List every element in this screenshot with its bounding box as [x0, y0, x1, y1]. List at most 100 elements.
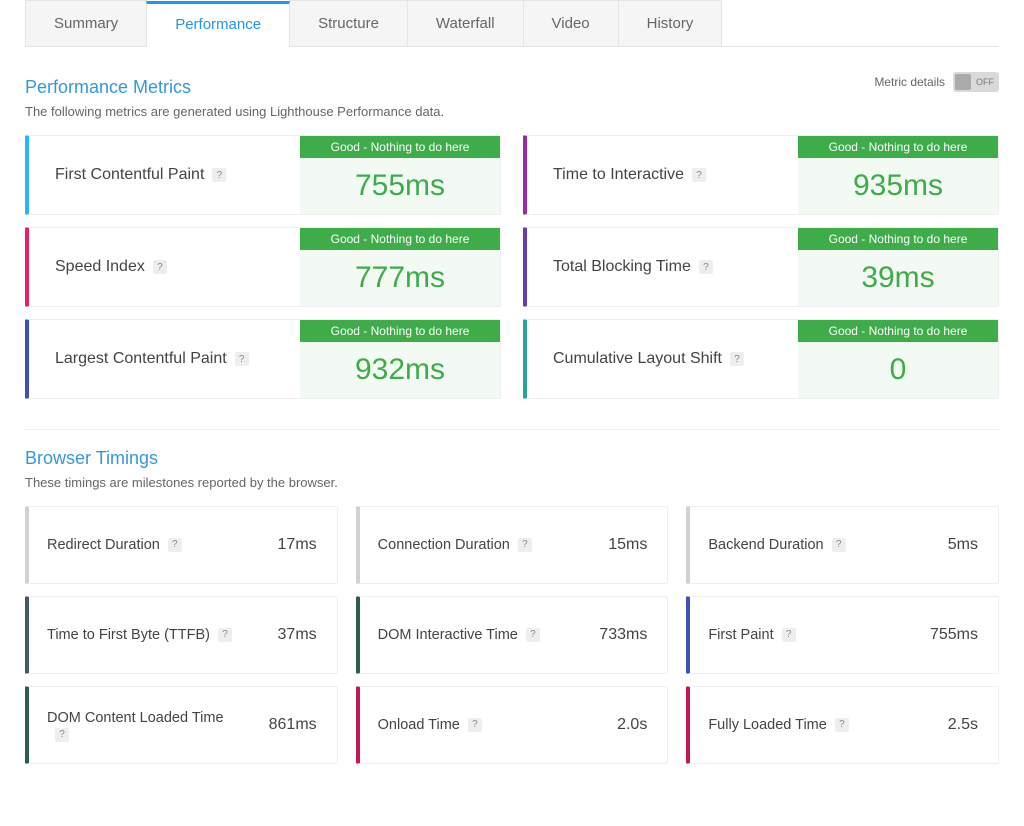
- help-icon[interactable]: ?: [692, 168, 706, 182]
- timing-value: 2.5s: [948, 716, 978, 734]
- metric-value-area: Good - Nothing to do here0: [798, 320, 998, 398]
- metric-label: Largest Contentful Paint?: [29, 320, 300, 398]
- help-icon[interactable]: ?: [468, 718, 482, 732]
- metric-value-area: Good - Nothing to do here755ms: [300, 136, 500, 214]
- help-icon[interactable]: ?: [235, 352, 249, 366]
- browser-timings-title: Browser Timings: [25, 448, 999, 469]
- timing-value: 37ms: [278, 626, 317, 644]
- tab-summary[interactable]: Summary: [25, 0, 147, 46]
- help-icon[interactable]: ?: [526, 628, 540, 642]
- help-icon[interactable]: ?: [782, 628, 796, 642]
- browser-timings-grid: Redirect Duration? 17ms Connection Duratio…: [25, 506, 999, 764]
- timing-card: Time to First Byte (TTFB)? 37ms: [25, 596, 338, 674]
- metric-value: 777ms: [300, 250, 500, 306]
- timing-label-text: Backend Duration: [708, 535, 823, 555]
- help-icon[interactable]: ?: [730, 352, 744, 366]
- metric-value: 39ms: [798, 250, 998, 306]
- timing-label: Time to First Byte (TTFB)?: [47, 625, 232, 645]
- toggle-knob: [955, 74, 971, 90]
- metric-value-area: Good - Nothing to do here932ms: [300, 320, 500, 398]
- metric-card: Largest Contentful Paint?Good - Nothing …: [25, 319, 501, 399]
- timing-label-text: Fully Loaded Time: [708, 715, 826, 735]
- browser-timings-subtitle: These timings are milestones reported by…: [25, 475, 999, 490]
- metric-label-text: Total Blocking Time: [553, 258, 691, 276]
- timing-card: First Paint? 755ms: [686, 596, 999, 674]
- timing-label-text: Connection Duration: [378, 535, 510, 555]
- metric-status: Good - Nothing to do here: [798, 320, 998, 342]
- performance-metrics-grid: First Contentful Paint?Good - Nothing to…: [25, 135, 999, 399]
- tab-waterfall[interactable]: Waterfall: [407, 0, 524, 46]
- metric-card: Speed Index?Good - Nothing to do here777…: [25, 227, 501, 307]
- timing-card: Backend Duration? 5ms: [686, 506, 999, 584]
- timing-label-text: Redirect Duration: [47, 535, 160, 555]
- metric-label: Speed Index?: [29, 228, 300, 306]
- metric-value: 932ms: [300, 342, 500, 398]
- metric-card: First Contentful Paint?Good - Nothing to…: [25, 135, 501, 215]
- timing-value: 733ms: [599, 626, 647, 644]
- tab-history[interactable]: History: [618, 0, 723, 46]
- timing-label: Connection Duration?: [378, 535, 532, 555]
- metric-value-area: Good - Nothing to do here39ms: [798, 228, 998, 306]
- timing-value: 755ms: [930, 626, 978, 644]
- help-icon[interactable]: ?: [153, 260, 167, 274]
- timing-value: 2.0s: [617, 716, 647, 734]
- timing-label: DOM Content Loaded Time?: [47, 708, 237, 742]
- timing-label: Onload Time?: [378, 715, 482, 735]
- help-icon[interactable]: ?: [832, 538, 846, 552]
- timing-card: Onload Time? 2.0s: [356, 686, 669, 764]
- metric-label-text: Time to Interactive: [553, 166, 684, 184]
- metric-label-text: Speed Index: [55, 258, 145, 276]
- toggle-state: OFF: [976, 77, 994, 87]
- metric-label-text: First Contentful Paint: [55, 166, 204, 184]
- timing-label-text: DOM Interactive Time: [378, 625, 518, 645]
- metric-value: 935ms: [798, 158, 998, 214]
- timing-value: 17ms: [278, 536, 317, 554]
- timing-card: Connection Duration?15ms: [356, 506, 669, 584]
- timing-label: DOM Interactive Time?: [378, 625, 540, 645]
- help-icon[interactable]: ?: [218, 628, 232, 642]
- timing-label: First Paint?: [708, 625, 795, 645]
- timing-label-text: Time to First Byte (TTFB): [47, 625, 210, 645]
- metric-value-area: Good - Nothing to do here777ms: [300, 228, 500, 306]
- timing-card: DOM Content Loaded Time? 861ms: [25, 686, 338, 764]
- help-icon[interactable]: ?: [518, 538, 532, 552]
- help-icon[interactable]: ?: [55, 728, 69, 742]
- help-icon[interactable]: ?: [835, 718, 849, 732]
- metric-status: Good - Nothing to do here: [798, 136, 998, 158]
- timing-card: Redirect Duration? 17ms: [25, 506, 338, 584]
- metric-card: Cumulative Layout Shift?Good - Nothing t…: [523, 319, 999, 399]
- metric-label: First Contentful Paint?: [29, 136, 300, 214]
- performance-metrics-subtitle: The following metrics are generated usin…: [25, 104, 999, 119]
- timing-label-text: First Paint: [708, 625, 773, 645]
- metric-details-label: Metric details: [874, 75, 945, 89]
- help-icon[interactable]: ?: [168, 538, 182, 552]
- metric-label: Cumulative Layout Shift?: [527, 320, 798, 398]
- metric-status: Good - Nothing to do here: [300, 320, 500, 342]
- metric-label-text: Largest Contentful Paint: [55, 350, 227, 368]
- tab-bar: SummaryPerformanceStructureWaterfallVide…: [25, 0, 999, 47]
- metric-value-area: Good - Nothing to do here935ms: [798, 136, 998, 214]
- timing-label-text: Onload Time: [378, 715, 460, 735]
- timing-label: Backend Duration?: [708, 535, 845, 555]
- help-icon[interactable]: ?: [699, 260, 713, 274]
- section-divider: [25, 429, 999, 430]
- tab-structure[interactable]: Structure: [289, 0, 408, 46]
- metric-label-text: Cumulative Layout Shift: [553, 350, 722, 368]
- metric-value: 0: [798, 342, 998, 398]
- toggle-switch[interactable]: OFF: [953, 72, 999, 92]
- timing-label-text: DOM Content Loaded Time: [47, 708, 224, 728]
- timing-value: 5ms: [948, 536, 978, 554]
- performance-metrics-title: Performance Metrics: [25, 77, 191, 98]
- tab-performance[interactable]: Performance: [146, 1, 290, 47]
- timing-card: Fully Loaded Time? 2.5s: [686, 686, 999, 764]
- metric-label: Total Blocking Time?: [527, 228, 798, 306]
- timing-value: 861ms: [269, 716, 317, 734]
- metric-card: Time to Interactive? Good - Nothing to do…: [523, 135, 999, 215]
- tab-video[interactable]: Video: [523, 0, 619, 46]
- metric-status: Good - Nothing to do here: [300, 228, 500, 250]
- help-icon[interactable]: ?: [212, 168, 226, 182]
- timing-label: Fully Loaded Time?: [708, 715, 848, 735]
- metric-details-toggle[interactable]: Metric details OFF: [874, 72, 999, 92]
- timing-label: Redirect Duration?: [47, 535, 182, 555]
- timing-card: DOM Interactive Time? 733ms: [356, 596, 669, 674]
